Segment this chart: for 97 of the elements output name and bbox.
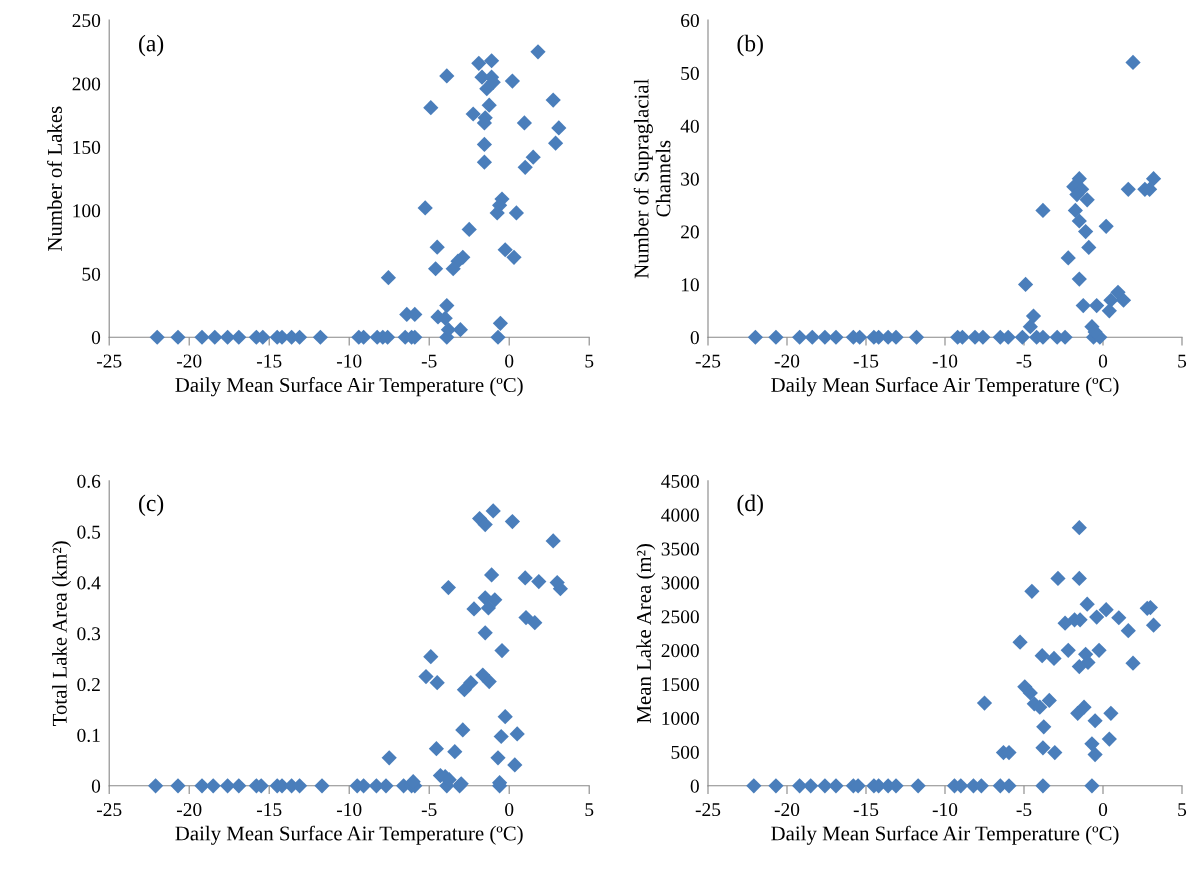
x-tick-label: -5: [1016, 803, 1032, 817]
y-tick-label: 20: [681, 225, 699, 239]
point: [1101, 303, 1117, 319]
x-tick-label: -20: [774, 803, 800, 817]
y-tick-label: 150: [73, 140, 101, 154]
point: [817, 329, 833, 345]
y-tick-label: 4000: [661, 508, 699, 522]
point: [1075, 297, 1091, 314]
point: [792, 329, 808, 345]
annotation: (d): [737, 494, 763, 517]
point: [1098, 218, 1114, 234]
annotation: (b): [737, 34, 763, 57]
y-tick-label: 40: [680, 119, 699, 133]
y-tick-label: 0.6: [77, 474, 101, 488]
x-tick-label: 5: [1178, 354, 1187, 368]
x-tick-label: 0: [505, 354, 514, 368]
y-tick-label: 0: [91, 331, 101, 345]
y-tick-label: 0.4: [77, 576, 101, 590]
x-tick-label: -10: [932, 354, 958, 368]
x-tick-label: 0: [1098, 354, 1108, 368]
x-tick-label: -20: [774, 354, 800, 368]
x-tick-label: -25: [695, 803, 721, 817]
y-axis-title: Number of Lakes: [47, 106, 62, 251]
y-tick-label: 1000: [662, 711, 699, 725]
point: [1022, 319, 1038, 335]
point: [1120, 181, 1136, 197]
x-tick-label: -25: [96, 354, 122, 368]
point: [1115, 292, 1132, 308]
x-tick-label: -15: [853, 803, 879, 817]
y-tick-label: 100: [73, 204, 101, 218]
y-tick-label: 2000: [661, 644, 699, 658]
y-tick-label: 0.5: [77, 525, 101, 539]
x-tick-label: 5: [585, 803, 594, 817]
x-tick-label: -25: [96, 803, 122, 817]
y-tick-label: 0.1: [77, 728, 100, 742]
y-tick-label: 30: [681, 172, 699, 186]
y-tick-label: 0: [91, 779, 101, 793]
x-tick-label: 0: [505, 803, 514, 817]
x-axis-title: Daily Mean Surface Air Temperature (ºC): [175, 825, 523, 845]
x-tick-label: -25: [695, 354, 721, 368]
annotation: (c): [139, 494, 164, 517]
y-tick-label: 60: [681, 13, 699, 28]
y-tick-label: 1500: [662, 677, 699, 692]
point: [747, 329, 764, 345]
x-axis-title: Daily Mean Surface Air Temperature (ºC): [771, 377, 1119, 397]
x-tick-label: -15: [256, 354, 282, 368]
y-tick-label: 250: [72, 13, 101, 28]
x-axis-title: Daily Mean Surface Air Temperature (ºC): [175, 377, 523, 397]
y-tick-label: 0: [690, 779, 699, 793]
point: [1125, 54, 1141, 71]
y-axis-title: Total Lake Area (km²): [52, 541, 72, 726]
annotation: (a): [139, 34, 164, 57]
y-tick-label: 3500: [661, 542, 699, 556]
y-tick-label: 0.2: [77, 677, 100, 692]
x-tick-label: -15: [853, 354, 879, 368]
y-axis-title: Mean Lake Area (m²): [636, 544, 656, 723]
point: [828, 329, 844, 345]
point: [1079, 192, 1095, 208]
x-tick-label: -20: [176, 354, 202, 368]
x-tick-label: -5: [421, 354, 437, 368]
x-tick-label: -10: [336, 803, 362, 817]
point: [1078, 223, 1094, 240]
point: [1081, 239, 1097, 256]
point: [1071, 271, 1087, 287]
point: [1060, 250, 1076, 266]
x-tick-label: -10: [336, 354, 362, 368]
x-tick-label: -5: [421, 803, 437, 817]
point: [1071, 213, 1087, 229]
x-axis-title: Daily Mean Surface Air Temperature (ºC): [771, 825, 1119, 845]
y-tick-label: 4500: [661, 474, 699, 488]
point: [1025, 308, 1042, 324]
x-tick-label: -10: [932, 803, 958, 817]
y-tick-label: 2500: [661, 610, 699, 624]
y-tick-label: 50: [82, 267, 101, 281]
point: [1017, 276, 1034, 293]
point: [804, 329, 820, 345]
point: [1067, 202, 1083, 219]
point: [768, 329, 784, 345]
y-tick-label: 3000: [661, 576, 699, 590]
point: [1145, 171, 1162, 187]
x-tick-label: 0: [1098, 803, 1108, 817]
point: [1089, 297, 1105, 314]
x-tick-label: 5: [1178, 803, 1187, 817]
x-tick-label: -20: [176, 803, 202, 817]
point: [1014, 329, 1031, 345]
y-axis-title: Number of Supraglacial Channels: [633, 79, 671, 279]
x-tick-label: -15: [256, 803, 282, 817]
y-tick-label: 200: [72, 77, 101, 91]
y-tick-label: 0.3: [77, 627, 101, 641]
y-tick-label: 10: [681, 278, 699, 292]
y-tick-label: 0: [690, 331, 699, 345]
x-tick-label: 5: [585, 354, 594, 368]
point: [908, 329, 925, 345]
y-tick-label: 500: [671, 745, 699, 759]
point: [1035, 202, 1051, 219]
y-tick-label: 50: [681, 66, 699, 80]
x-tick-label: -5: [1016, 354, 1032, 368]
